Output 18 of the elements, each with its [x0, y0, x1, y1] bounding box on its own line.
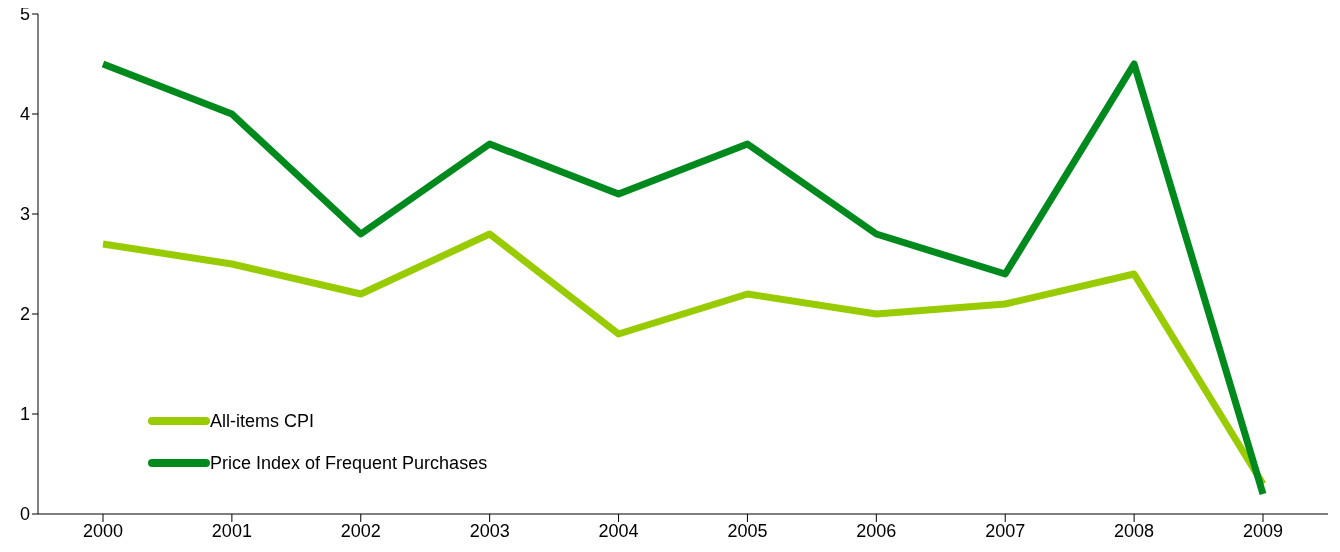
x-tick-label: 2005 [727, 520, 768, 541]
legend-label: All-items CPI [210, 410, 315, 432]
x-tick-label: 2007 [985, 520, 1026, 541]
x-tick-label: 2002 [340, 520, 381, 541]
x-tick-label: 2004 [598, 520, 639, 541]
legend-label: Price Index of Frequent Purchases [210, 452, 488, 474]
y-tick-label: 1 [19, 404, 30, 425]
x-tick-label: 2009 [1242, 520, 1284, 541]
x-tick-label: 2001 [211, 520, 252, 541]
x-tick-label: 2008 [1114, 520, 1155, 541]
y-tick-label: 4 [19, 104, 30, 125]
y-tick-label: 3 [19, 204, 30, 225]
y-tick-label: 5 [19, 4, 30, 25]
x-tick-label: 2006 [856, 520, 897, 541]
y-tick-label: 2 [19, 304, 30, 325]
y-tick-label: 0 [19, 504, 30, 525]
x-tick-label: 2000 [82, 520, 124, 541]
x-tick-label: 2003 [469, 520, 510, 541]
